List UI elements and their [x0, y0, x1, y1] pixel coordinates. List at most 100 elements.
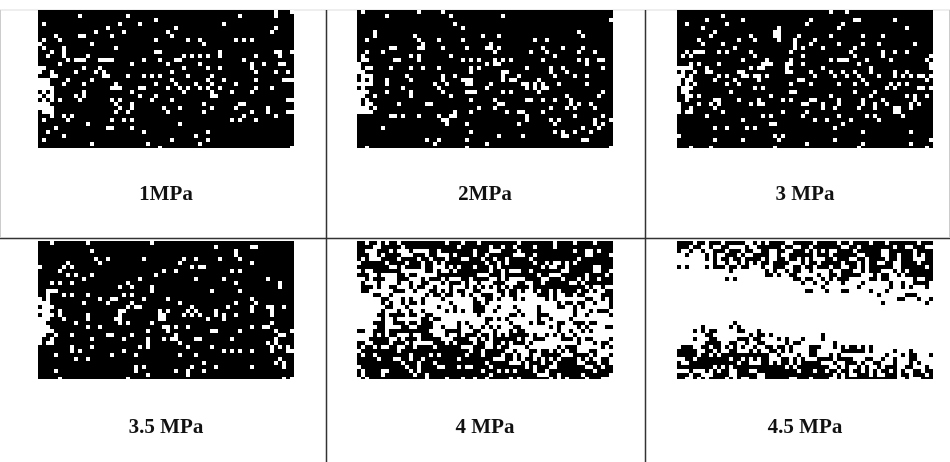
speckle	[457, 265, 461, 269]
speckle	[493, 357, 497, 361]
speckle	[737, 277, 741, 281]
speckle	[190, 313, 194, 317]
speckle	[897, 106, 901, 110]
speckle	[174, 369, 178, 373]
speckle	[713, 30, 717, 34]
speckle	[829, 345, 833, 349]
speckle	[677, 345, 681, 349]
speckle	[517, 277, 521, 281]
speckle	[785, 345, 789, 349]
speckle	[565, 377, 569, 381]
speckle	[897, 253, 901, 257]
speckle	[893, 265, 897, 269]
speckle	[809, 293, 813, 297]
speckle	[909, 369, 913, 373]
speckle	[545, 373, 549, 377]
speckle	[677, 305, 681, 309]
speckle	[250, 38, 254, 42]
speckle	[541, 345, 545, 349]
speckle	[461, 321, 465, 325]
speckle	[365, 58, 369, 62]
speckle	[553, 345, 557, 349]
speckle	[797, 337, 801, 341]
speckle	[861, 130, 865, 134]
speckle	[417, 309, 421, 313]
speckle	[66, 78, 70, 82]
speckle	[797, 313, 801, 317]
speckle	[357, 337, 361, 341]
speckle	[94, 257, 98, 261]
speckle	[210, 74, 214, 78]
speckle	[50, 329, 54, 333]
speckle	[757, 309, 761, 313]
speckle	[485, 62, 489, 66]
speckle	[381, 369, 385, 373]
speckle	[701, 265, 705, 269]
speckle	[785, 257, 789, 261]
speckle	[210, 94, 214, 98]
speckle	[889, 333, 893, 337]
speckle	[925, 325, 929, 329]
speckle	[921, 341, 925, 345]
speckle	[729, 301, 733, 305]
speckle	[385, 317, 389, 321]
speckle	[809, 98, 813, 102]
speckle	[905, 349, 909, 353]
speckle	[533, 329, 537, 333]
speckle	[821, 297, 825, 301]
speckle	[757, 305, 761, 309]
speckle	[861, 337, 865, 341]
speckle	[885, 349, 889, 353]
speckle	[397, 345, 401, 349]
speckle	[857, 341, 861, 345]
speckle	[721, 253, 725, 257]
speckle	[809, 377, 813, 381]
speckle	[58, 281, 62, 285]
speckle	[829, 333, 833, 337]
speckle	[733, 317, 737, 321]
speckle	[725, 249, 729, 253]
speckle	[42, 102, 46, 106]
speckle	[118, 106, 122, 110]
speckle	[545, 337, 549, 341]
speckle	[561, 317, 565, 321]
speckle	[425, 102, 429, 106]
speckle	[693, 261, 697, 265]
speckle	[202, 265, 206, 269]
speckle	[413, 34, 417, 38]
speckle	[210, 345, 214, 349]
speckle	[485, 313, 489, 317]
speckle	[689, 94, 693, 98]
speckle	[697, 94, 701, 98]
speckle	[50, 341, 54, 345]
speckle	[361, 305, 365, 309]
speckle	[174, 269, 178, 273]
speckle	[565, 353, 569, 357]
speckle	[481, 317, 485, 321]
speckle	[909, 102, 913, 106]
speckle	[677, 285, 681, 289]
speckle	[821, 349, 825, 353]
speckle	[425, 301, 429, 305]
speckle	[693, 289, 697, 293]
speckle	[765, 309, 769, 313]
speckle	[905, 321, 909, 325]
speckle	[837, 297, 841, 301]
speckle	[517, 377, 521, 381]
speckle	[697, 349, 701, 353]
speckle	[809, 333, 813, 337]
speckle	[605, 301, 609, 305]
speckle	[573, 337, 577, 341]
speckle	[250, 305, 254, 309]
speckle	[214, 94, 218, 98]
speckle	[377, 333, 381, 337]
speckle	[413, 317, 417, 321]
speckle	[46, 313, 50, 317]
speckle	[413, 297, 417, 301]
speckle	[885, 309, 889, 313]
speckle	[701, 369, 705, 373]
speckle	[481, 349, 485, 353]
speckle	[549, 293, 553, 297]
speckle	[813, 98, 817, 102]
speckle	[789, 313, 793, 317]
